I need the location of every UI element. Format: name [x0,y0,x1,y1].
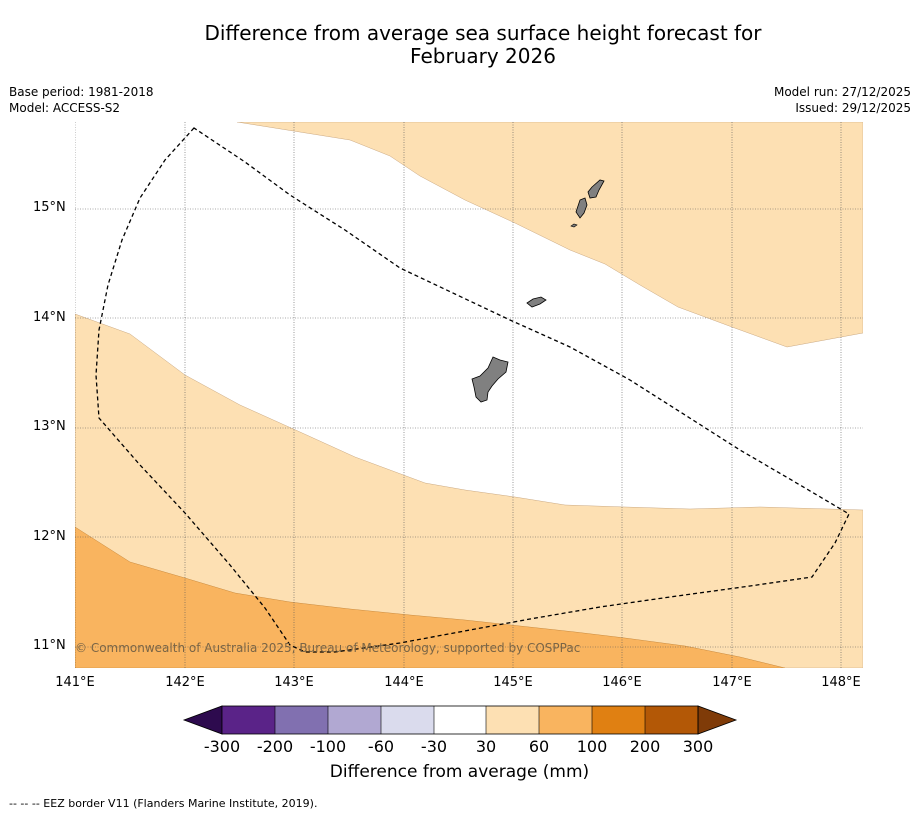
island-rota [526,296,547,308]
info-right: Model run: 27/12/2025 Issued: 29/12/2025 [774,84,911,116]
island-guam [471,356,509,403]
colorbar-segment [539,706,592,734]
shading-band-30-60-north [236,122,863,348]
colorbar-segment [434,706,486,734]
copyright-notice: © Commonwealth of Australia 2025, Bureau… [75,641,581,655]
island-saipan [587,179,605,199]
lon-label: 142°E [165,675,205,690]
colorbar-extend-low [182,705,223,735]
island-aguijan [570,223,578,228]
eez-border [95,127,850,653]
colorbar-segment [222,706,275,734]
colorbar-segment [328,706,381,734]
lat-label: 12°N [33,529,66,544]
colorbar-tick: -100 [309,737,347,756]
issued-date: Issued: 29/12/2025 [795,101,911,115]
lon-label: 141°E [55,675,95,690]
colorbar-tick: -60 [367,737,395,756]
colorbar-tick: 200 [629,737,661,756]
colorbar-label: Difference from average (mm) [329,762,590,782]
model-run: Model run: 27/12/2025 [773,85,911,99]
lon-label: 143°E [274,675,314,690]
gridlines [75,122,863,668]
colorbar-segment [592,706,645,734]
colorbar-tick: 30 [475,737,497,756]
colorbar [182,705,738,735]
lon-label: 147°E [712,675,752,690]
colorbar-tick: 60 [528,737,550,756]
lat-label: 15°N [33,200,66,215]
colorbar-tick: 100 [576,737,608,756]
colorbar-tick: -300 [203,737,241,756]
map-title: Difference from average sea surface heig… [0,22,919,68]
map-area [75,122,863,668]
colorbar-extend-high [697,705,738,735]
shading-band-30-60-south [75,313,863,668]
info-left: Base period: 1981-2018 Model: ACCESS-S2 [9,84,154,116]
colorbar-tick: -200 [256,737,294,756]
lon-label: 145°E [493,675,533,690]
colorbar-segment [381,706,434,734]
title-line-1: Difference from average sea surface heig… [204,21,762,45]
lat-label: 11°N [33,638,66,653]
shading-band-60-100 [75,526,786,668]
island-tinian [575,197,588,219]
colorbar-segment [645,706,698,734]
lon-label: 144°E [384,675,424,690]
colorbar-tick: 300 [682,737,714,756]
colorbar-outline [221,705,699,735]
colorbar-segment [486,706,539,734]
lon-label: 146°E [602,675,642,690]
lat-label: 14°N [33,310,66,325]
title-line-2: February 2026 [410,44,556,68]
lon-label: 148°E [821,675,861,690]
base-period: Base period: 1981-2018 [9,85,154,99]
model-name: Model: ACCESS-S2 [9,101,121,115]
eez-legend-footnote: -- -- -- EEZ border V11 (Flanders Marine… [9,797,318,810]
colorbar-tick: -30 [420,737,448,756]
colorbar-segment [275,706,328,734]
lat-label: 13°N [33,419,66,434]
